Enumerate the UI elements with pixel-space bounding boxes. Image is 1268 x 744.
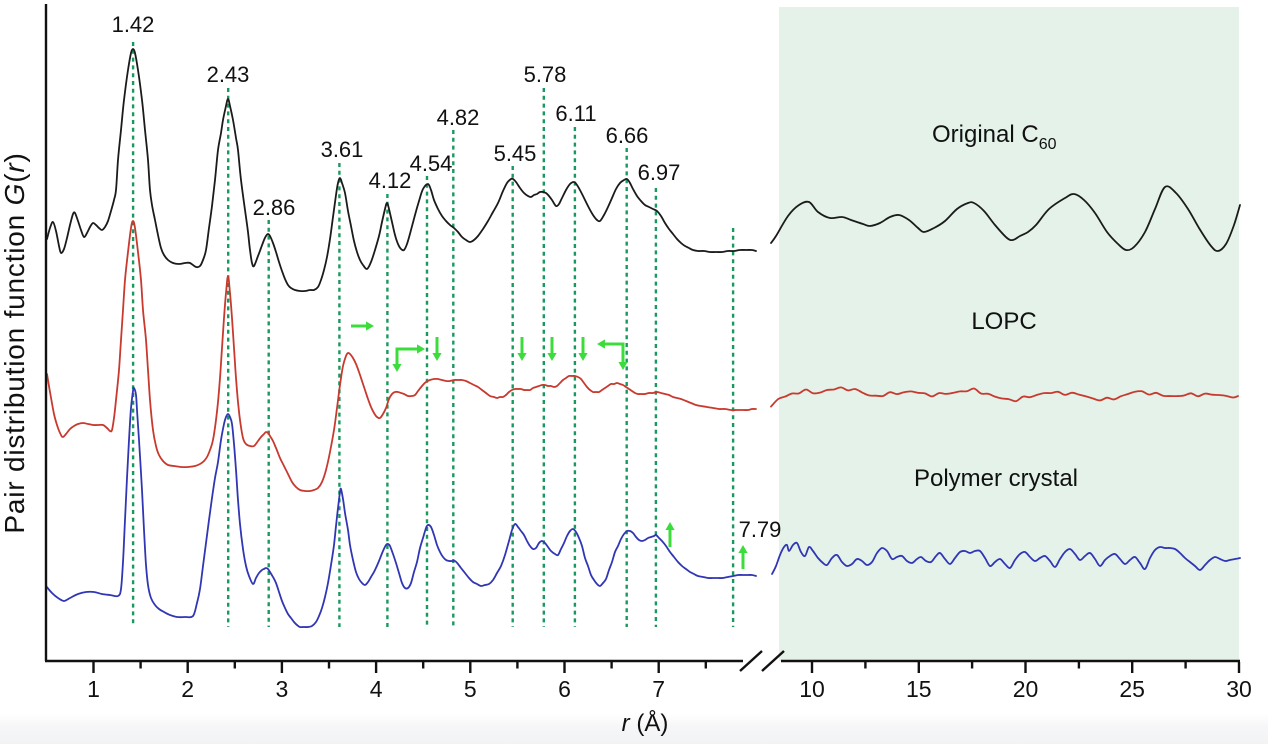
svg-text:7.79: 7.79: [739, 517, 782, 542]
svg-text:7: 7: [652, 676, 665, 702]
svg-text:20: 20: [1013, 676, 1039, 702]
svg-text:4.12: 4.12: [369, 168, 412, 193]
svg-text:5.45: 5.45: [494, 141, 537, 166]
svg-text:Pair distribution function G(r: Pair distribution function G(r): [0, 152, 30, 533]
svg-text:4.54: 4.54: [410, 151, 453, 176]
svg-text:6.97: 6.97: [638, 160, 681, 185]
svg-text:6.66: 6.66: [606, 123, 649, 148]
svg-text:3.61: 3.61: [321, 137, 364, 162]
svg-text:25: 25: [1119, 676, 1145, 702]
svg-text:1: 1: [87, 676, 100, 702]
svg-text:30: 30: [1226, 676, 1252, 702]
svg-text:3: 3: [276, 676, 289, 702]
svg-text:2.86: 2.86: [253, 195, 296, 220]
svg-text:4.82: 4.82: [437, 105, 480, 130]
svg-text:LOPC: LOPC: [971, 308, 1036, 335]
svg-text:Polymer crystal: Polymer crystal: [914, 465, 1078, 492]
svg-text:r (Å): r (Å): [622, 709, 669, 737]
svg-text:5.78: 5.78: [524, 62, 567, 87]
svg-text:2: 2: [181, 676, 194, 702]
svg-text:Original C60: Original C60: [932, 121, 1057, 153]
svg-text:6: 6: [558, 676, 571, 702]
svg-text:5: 5: [464, 676, 477, 702]
svg-text:1.42: 1.42: [112, 12, 155, 37]
svg-text:15: 15: [906, 676, 932, 702]
svg-text:6.11: 6.11: [555, 101, 596, 126]
svg-text:4: 4: [370, 676, 383, 702]
svg-text:10: 10: [799, 676, 825, 702]
svg-text:2.43: 2.43: [207, 62, 250, 87]
